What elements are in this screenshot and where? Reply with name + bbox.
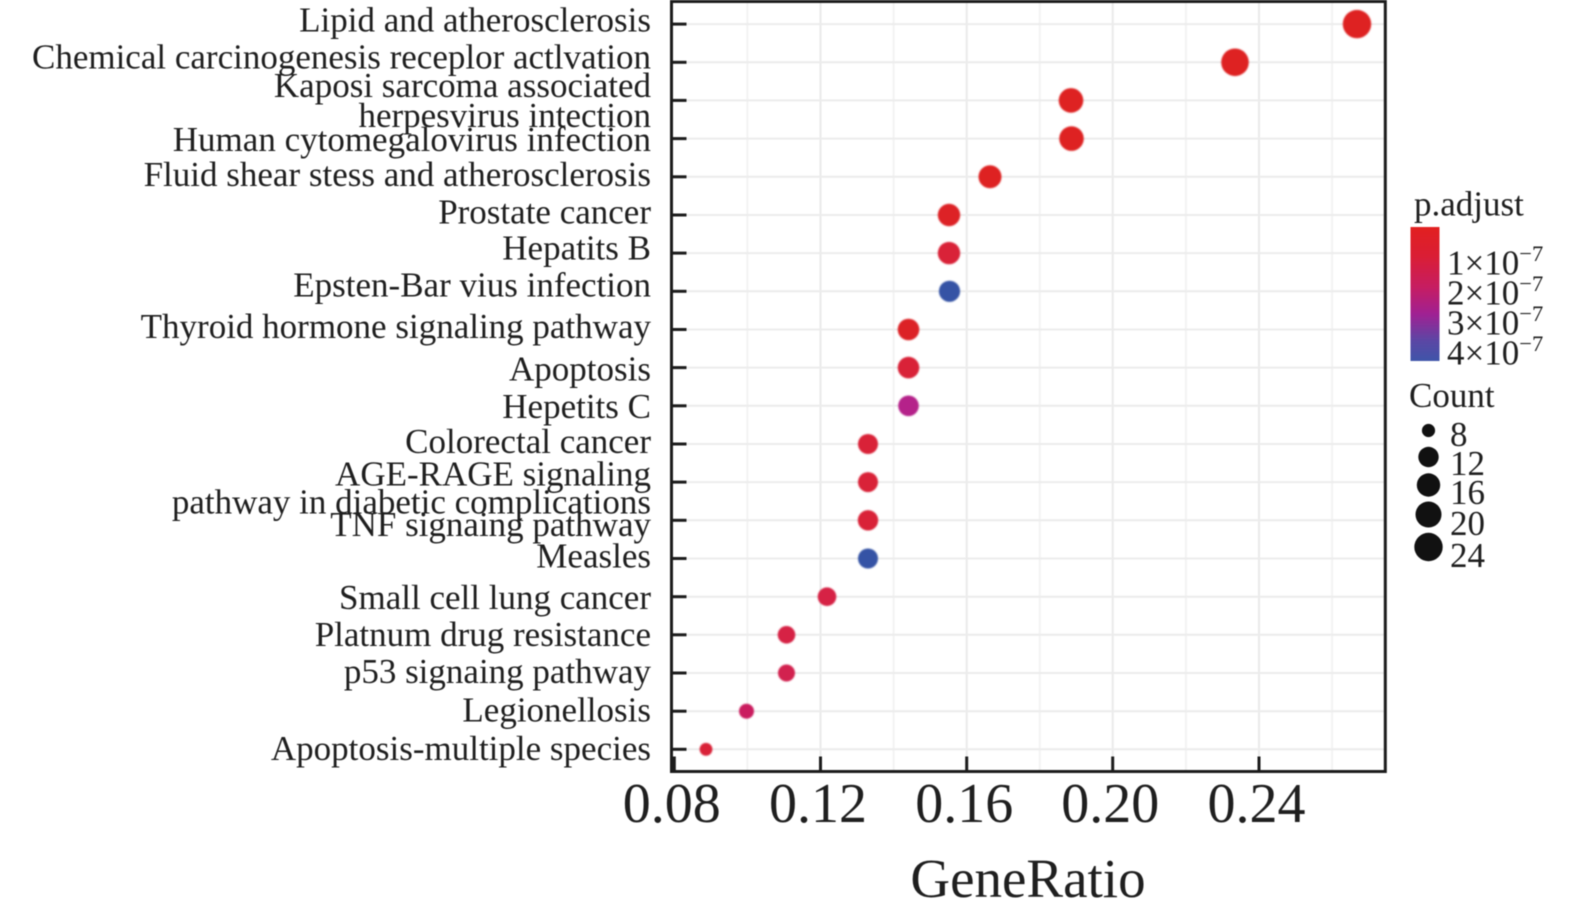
svg-text:16: 16 xyxy=(1450,473,1485,512)
svg-text:Epsten-Bar vius infection: Epsten-Bar vius infection xyxy=(293,265,651,304)
svg-text:pathway in diabetic complicati: pathway in diabetic complications xyxy=(172,483,651,522)
svg-text:herpesvirus intection: herpesvirus intection xyxy=(358,96,651,135)
svg-text:TNF signaing pathway: TNF signaing pathway xyxy=(330,505,651,544)
svg-text:Thyroid hormone signaling path: Thyroid hormone signaling pathway xyxy=(141,307,652,346)
svg-text:Chemical carcinogenesis recepl: Chemical carcinogenesis receplor actlvat… xyxy=(32,37,651,76)
svg-text:0.16: 0.16 xyxy=(915,773,1013,835)
svg-text:Human cytomegalovirus infectio: Human cytomegalovirus infection xyxy=(173,120,651,159)
svg-text:20: 20 xyxy=(1450,504,1485,543)
svg-text:Small cell lung cancer: Small cell lung cancer xyxy=(339,578,651,617)
svg-text:Prostate cancer: Prostate cancer xyxy=(438,193,651,232)
svg-text:Measles: Measles xyxy=(536,537,651,576)
svg-text:Platnum drug resistance: Platnum drug resistance xyxy=(315,615,651,654)
svg-text:Apoptosis: Apoptosis xyxy=(509,349,651,388)
svg-text:Lipid and atherosclerosis: Lipid and atherosclerosis xyxy=(299,0,651,39)
svg-text:0.12: 0.12 xyxy=(769,773,867,835)
svg-text:0.24: 0.24 xyxy=(1208,773,1306,835)
svg-text:Count: Count xyxy=(1409,376,1495,415)
svg-text:Kaposi sarcoma associated: Kaposi sarcoma associated xyxy=(274,66,652,105)
svg-text:Legionellosis: Legionellosis xyxy=(462,691,651,730)
svg-text:p.adjust: p.adjust xyxy=(1414,185,1524,224)
svg-text:Fluid shear stess and atherosc: Fluid shear stess and atherosclerosis xyxy=(144,155,651,194)
svg-text:8: 8 xyxy=(1450,415,1468,454)
svg-text:AGE-RAGE signaling: AGE-RAGE signaling xyxy=(335,454,651,493)
svg-text:12: 12 xyxy=(1450,444,1485,483)
svg-text:0.20: 0.20 xyxy=(1061,773,1159,835)
svg-text:Apoptosis-multiple species: Apoptosis-multiple species xyxy=(271,729,651,768)
svg-text:Hepetits C: Hepetits C xyxy=(502,387,651,426)
svg-text:Hepatits B: Hepatits B xyxy=(502,229,651,268)
svg-text:Colorectal cancer: Colorectal cancer xyxy=(405,422,651,461)
svg-text:0.08: 0.08 xyxy=(623,773,721,835)
svg-text:24: 24 xyxy=(1450,536,1485,575)
svg-text:GeneRatio: GeneRatio xyxy=(910,848,1145,909)
svg-text:p53 signaing pathway: p53 signaing pathway xyxy=(344,652,652,691)
